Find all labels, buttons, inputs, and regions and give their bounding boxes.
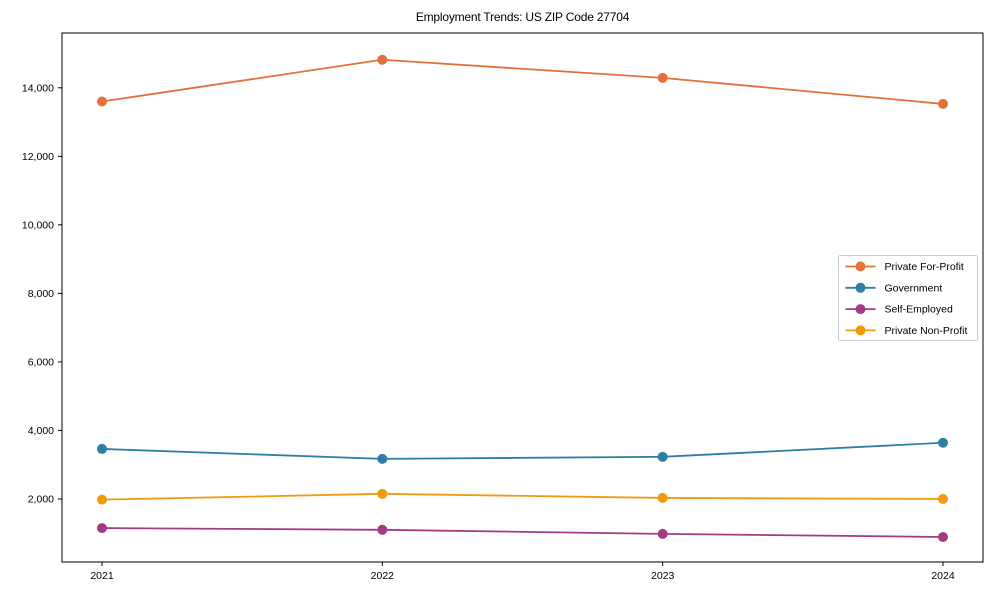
y-axis-tick-label: 2,000 bbox=[28, 493, 54, 505]
series-marker-self-employed bbox=[377, 524, 388, 535]
legend-label-self-employed: Self-Employed bbox=[885, 304, 953, 316]
legend-marker-self-employed bbox=[855, 304, 866, 315]
series-marker-self-employed bbox=[97, 523, 107, 534]
y-axis-tick-label: 12,000 bbox=[22, 151, 54, 163]
series-marker-government bbox=[377, 453, 388, 464]
legend-marker-private-for-profit bbox=[855, 261, 866, 272]
legend-label-private-for-profit: Private For-Profit bbox=[885, 261, 964, 273]
plot-border bbox=[61, 32, 984, 563]
y-axis-tick-label: 6,000 bbox=[28, 356, 54, 368]
x-axis-tick-label: 2021 bbox=[90, 570, 114, 582]
legend-marker-private-non-profit bbox=[855, 325, 866, 336]
legend-label-government: Government bbox=[885, 282, 943, 294]
y-axis-tick-label: 4,000 bbox=[28, 425, 54, 437]
y-axis-tick-label: 10,000 bbox=[22, 219, 54, 231]
series-marker-government bbox=[97, 443, 107, 454]
series-line-private-for-profit bbox=[101, 58, 944, 105]
series-line-private-non-profit bbox=[101, 492, 944, 501]
x-axis-tick-label: 2024 bbox=[931, 570, 955, 582]
legend-marker-government bbox=[855, 282, 866, 293]
series-marker-private-non-profit bbox=[377, 488, 388, 499]
x-axis-tick-label: 2022 bbox=[371, 570, 395, 582]
chart-title: Employment Trends: US ZIP Code 27704 bbox=[415, 10, 630, 24]
series-marker-government bbox=[657, 451, 668, 462]
series-marker-private-for-profit bbox=[97, 96, 107, 107]
x-axis-tick-label: 2023 bbox=[651, 570, 675, 582]
series-marker-private-for-profit bbox=[938, 98, 948, 109]
series-marker-private-non-profit bbox=[657, 492, 668, 503]
series-marker-private-non-profit bbox=[938, 493, 948, 504]
series-marker-private-for-profit bbox=[657, 72, 668, 83]
y-axis-tick-label: 8,000 bbox=[28, 288, 54, 300]
series-marker-self-employed bbox=[938, 531, 948, 542]
legend-box bbox=[838, 255, 978, 341]
y-axis-tick-label: 14,000 bbox=[22, 82, 54, 94]
series-line-government bbox=[101, 441, 944, 460]
series-marker-government bbox=[938, 437, 948, 448]
series-line-self-employed bbox=[101, 527, 944, 538]
series-marker-self-employed bbox=[657, 528, 668, 539]
series-marker-private-for-profit bbox=[377, 54, 388, 65]
legend-label-private-non-profit: Private Non-Profit bbox=[885, 325, 968, 337]
series-marker-private-non-profit bbox=[97, 494, 107, 505]
